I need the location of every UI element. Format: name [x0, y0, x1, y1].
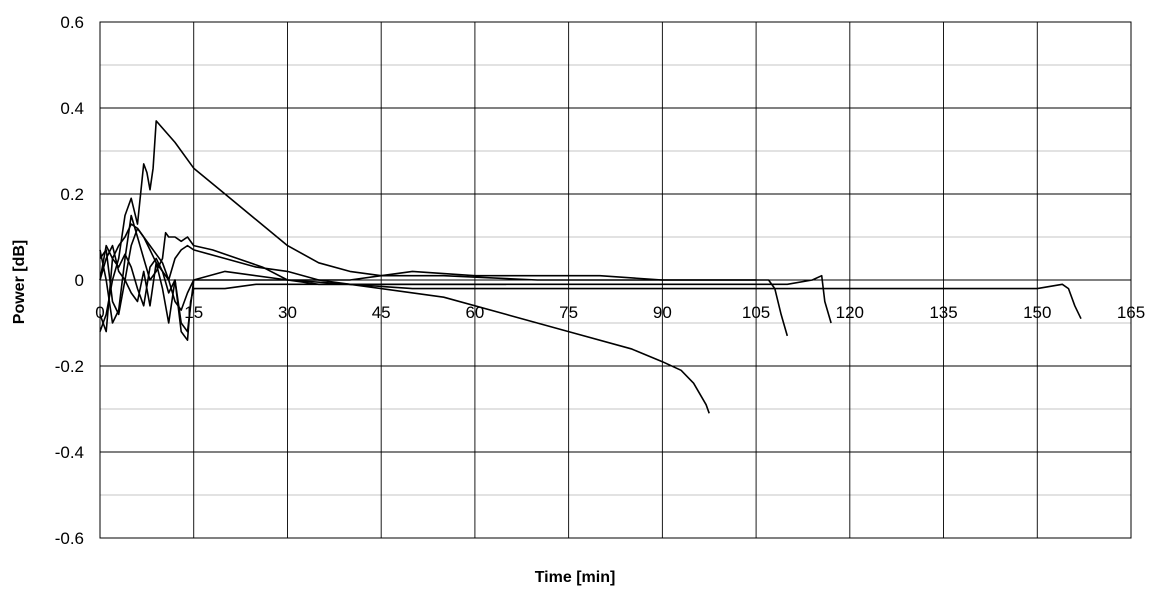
- x-tick-label: 105: [742, 303, 770, 322]
- minor-gridlines: [100, 64, 1131, 496]
- x-axis-title: Time [min]: [535, 569, 616, 586]
- series-line-1: [99, 244, 710, 414]
- y-tick-label: 0: [75, 271, 84, 290]
- y-axis-tick-labels: -0.6 -0.4 -0.2 0 0.2 0.4 0.6: [55, 13, 84, 548]
- x-axis-tick-labels: 0 15 30 45 60 75 90 105 120 135 150 165: [95, 303, 1145, 322]
- x-tick-label: 60: [465, 303, 484, 322]
- series-lines: [99, 120, 1082, 414]
- y-tick-label: 0.6: [60, 13, 84, 32]
- x-tick-label: 30: [278, 303, 297, 322]
- x-tick-label: 120: [836, 303, 864, 322]
- y-tick-label: -0.2: [55, 357, 84, 376]
- x-tick-label: 90: [653, 303, 672, 322]
- x-tick-label: 135: [929, 303, 957, 322]
- x-tick-label: 45: [372, 303, 391, 322]
- x-tick-label: 15: [184, 303, 203, 322]
- y-tick-label: 0.2: [60, 185, 84, 204]
- series-line-3: [99, 214, 832, 324]
- x-tick-label: 165: [1117, 303, 1145, 322]
- x-tick-label: 75: [559, 303, 578, 322]
- x-tick-label: 0: [95, 303, 104, 322]
- y-axis-title: Power [dB]: [11, 240, 28, 324]
- series-line-4: [99, 223, 1082, 333]
- x-tick-label: 150: [1023, 303, 1051, 322]
- y-tick-label: -0.6: [55, 529, 84, 548]
- y-tick-label: -0.4: [55, 443, 84, 462]
- series-line-6: [99, 227, 507, 316]
- y-tick-label: 0.4: [60, 99, 84, 118]
